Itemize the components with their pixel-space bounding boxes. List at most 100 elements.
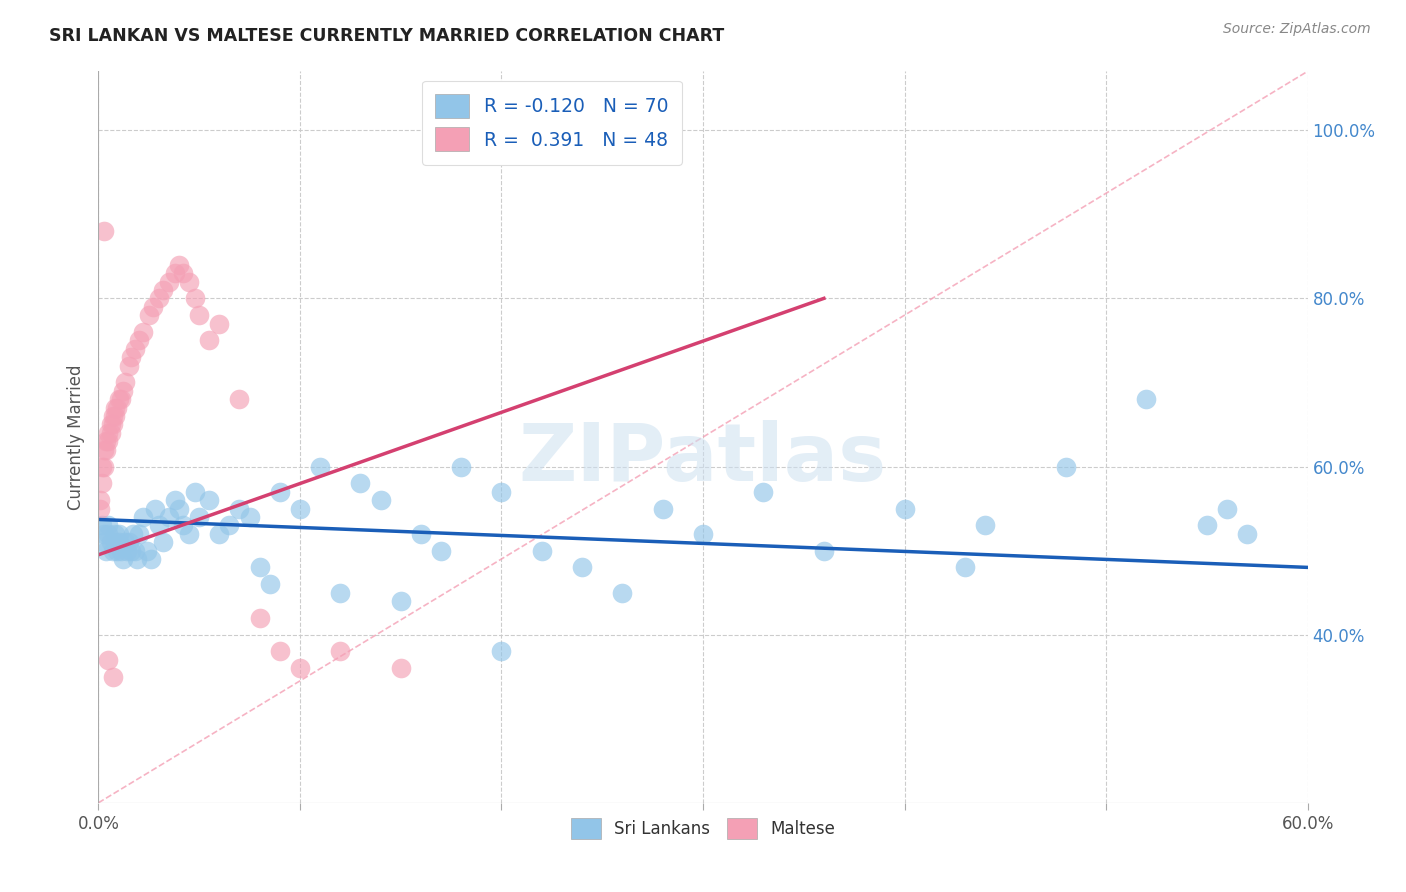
Point — [249, 611, 271, 625]
Point — [172, 266, 194, 280]
Point — [651, 501, 673, 516]
Point — [118, 359, 141, 373]
Point — [163, 266, 186, 280]
Point — [110, 392, 132, 407]
Point — [1236, 526, 1258, 541]
Point — [103, 526, 125, 541]
Point — [135, 543, 157, 558]
Point — [953, 560, 976, 574]
Point — [111, 552, 134, 566]
Point — [120, 350, 142, 364]
Point — [138, 308, 160, 322]
Point — [218, 518, 240, 533]
Point — [249, 560, 271, 574]
Point — [96, 434, 118, 449]
Y-axis label: Currently Married: Currently Married — [66, 364, 84, 510]
Point — [125, 552, 148, 566]
Point — [184, 484, 207, 499]
Point — [188, 308, 211, 322]
Point — [208, 526, 231, 541]
Point — [96, 442, 118, 457]
Point — [571, 560, 593, 574]
Point — [491, 484, 513, 499]
Point — [111, 384, 134, 398]
Point — [184, 291, 207, 305]
Point — [167, 258, 190, 272]
Point — [157, 275, 180, 289]
Text: SRI LANKAN VS MALTESE CURRENTLY MARRIED CORRELATION CHART: SRI LANKAN VS MALTESE CURRENTLY MARRIED … — [49, 27, 724, 45]
Point — [259, 577, 281, 591]
Point — [370, 493, 392, 508]
Point — [100, 535, 122, 549]
Point — [97, 653, 120, 667]
Point — [107, 526, 129, 541]
Point — [430, 543, 453, 558]
Point — [179, 526, 201, 541]
Point — [148, 518, 170, 533]
Point — [389, 594, 412, 608]
Point — [97, 518, 120, 533]
Point — [228, 392, 250, 407]
Point — [97, 526, 120, 541]
Point — [157, 510, 180, 524]
Point — [893, 501, 915, 516]
Point — [124, 342, 146, 356]
Point — [128, 334, 150, 348]
Point — [239, 510, 262, 524]
Point — [269, 644, 291, 658]
Point — [148, 291, 170, 305]
Point — [91, 476, 114, 491]
Point — [692, 526, 714, 541]
Point — [96, 543, 118, 558]
Point — [409, 526, 432, 541]
Point — [813, 543, 835, 558]
Point — [974, 518, 997, 533]
Point — [143, 501, 166, 516]
Point — [101, 417, 124, 432]
Point — [288, 661, 311, 675]
Point — [91, 459, 114, 474]
Point — [132, 325, 155, 339]
Point — [198, 334, 221, 348]
Point — [152, 283, 174, 297]
Point — [120, 543, 142, 558]
Point — [288, 501, 311, 516]
Point — [115, 543, 138, 558]
Point — [139, 552, 162, 566]
Point — [1195, 518, 1218, 533]
Point — [329, 585, 352, 599]
Point — [89, 493, 111, 508]
Point — [93, 526, 115, 541]
Point — [101, 409, 124, 423]
Point — [100, 425, 122, 440]
Point — [107, 392, 129, 407]
Point — [93, 535, 115, 549]
Point — [93, 442, 115, 457]
Point — [389, 661, 412, 675]
Point — [101, 670, 124, 684]
Point — [208, 317, 231, 331]
Point — [491, 644, 513, 658]
Point — [163, 493, 186, 508]
Point — [91, 518, 114, 533]
Point — [103, 535, 125, 549]
Point — [118, 535, 141, 549]
Point — [105, 401, 128, 415]
Point — [132, 510, 155, 524]
Point — [198, 493, 221, 508]
Point — [97, 434, 120, 449]
Point — [107, 535, 129, 549]
Point — [450, 459, 472, 474]
Point — [128, 526, 150, 541]
Point — [114, 376, 136, 390]
Point — [121, 526, 143, 541]
Point — [349, 476, 371, 491]
Point — [114, 535, 136, 549]
Point — [612, 585, 634, 599]
Point — [1054, 459, 1077, 474]
Legend: Sri Lankans, Maltese: Sri Lankans, Maltese — [564, 811, 842, 846]
Point — [97, 425, 120, 440]
Point — [93, 224, 115, 238]
Point — [1216, 501, 1239, 516]
Point — [152, 535, 174, 549]
